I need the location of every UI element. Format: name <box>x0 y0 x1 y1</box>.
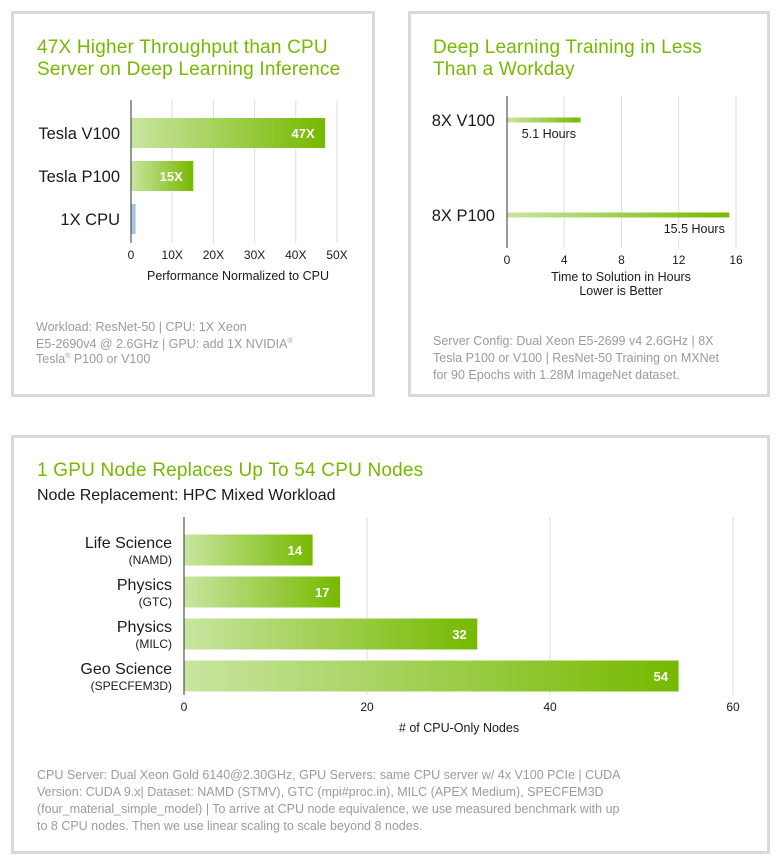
x-tick-label: 60 <box>726 700 740 714</box>
bar <box>184 576 341 608</box>
hpc-note-line2: Version: CUDA 9.x| Dataset: NAMD (STMV),… <box>37 785 604 799</box>
category-label: 8X V100 <box>432 112 495 130</box>
training-panel: Deep Learning Training in Less Than a Wo… <box>408 11 770 397</box>
x-tick-label: 12 <box>672 253 686 267</box>
bar <box>131 161 194 191</box>
training-title-line2: Than a Workday <box>433 59 575 80</box>
hpc-subtitle: Node Replacement: HPC Mixed Workload <box>37 487 336 504</box>
category-label: Physics <box>117 619 172 636</box>
x-tick-label: 0 <box>128 248 135 262</box>
training-note-line3: for 90 Epochs with 1.28M ImageNet datase… <box>433 368 680 382</box>
bar <box>507 212 730 218</box>
category-label: Tesla P100 <box>38 168 120 186</box>
training-note-line1: Server Config: Dual Xeon E5-2699 v4 2.6G… <box>433 334 714 348</box>
x-tick-label: 10X <box>162 248 183 262</box>
data-label: 5.1 Hours <box>522 127 576 141</box>
inference-note-line1: Workload: ResNet-50 | CPU: 1X Xeon <box>36 320 247 334</box>
x-tick-label: 0 <box>504 253 511 267</box>
bar <box>131 204 136 234</box>
category-label: Life Science <box>85 535 172 552</box>
data-label: 14 <box>288 543 303 558</box>
x-tick-label: 20 <box>360 700 374 714</box>
inference-note-line3: Tesla® P100 or V100 <box>36 352 151 367</box>
x-tick-label: 40X <box>285 248 306 262</box>
inference-note-line2: E5-2690v4 @ 2.6GHz | GPU: add 1X NVIDIA® <box>36 337 293 352</box>
x-tick-label: 40 <box>543 700 557 714</box>
x-tick-label: 4 <box>561 253 568 267</box>
x-tick-label: 50X <box>326 248 347 262</box>
x-tick-label: 0 <box>181 700 188 714</box>
category-label: 1X CPU <box>60 211 120 229</box>
training-title-line1: Deep Learning Training in Less <box>433 37 703 58</box>
x-axis-title: Performance Normalized to CPU <box>147 269 329 283</box>
x-axis-title-line1: Time to Solution in Hours <box>551 270 691 284</box>
category-label: Physics <box>117 577 172 594</box>
data-label: 47X <box>291 126 314 141</box>
bar <box>184 660 679 692</box>
data-label: 15X <box>160 169 183 184</box>
category-sublabel: (NAMD) <box>129 553 172 567</box>
category-label: Tesla V100 <box>38 125 120 143</box>
training-note-line2: Tesla P100 or V100 | ResNet-50 Training … <box>433 351 720 365</box>
data-label: 32 <box>452 627 466 642</box>
x-tick-label: 30X <box>244 248 265 262</box>
bar <box>507 117 581 123</box>
category-sublabel: (GTC) <box>139 595 172 609</box>
bar <box>184 534 313 566</box>
data-label: 54 <box>654 669 669 684</box>
hpc-note-line1: CPU Server: Dual Xeon Gold 6140@2.30GHz,… <box>37 768 621 782</box>
category-sublabel: (SPECFEM3D) <box>91 679 172 693</box>
inference-panel: 47X Higher Throughput than CPU Server on… <box>11 11 375 397</box>
x-axis-title: # of CPU-Only Nodes <box>399 721 519 735</box>
hpc-title: 1 GPU Node Replaces Up To 54 CPU Nodes <box>37 460 424 481</box>
x-tick-label: 16 <box>729 253 743 267</box>
bar <box>184 618 478 650</box>
category-sublabel: (MILC) <box>135 637 172 651</box>
hpc-note-line4: to 8 CPU nodes. Then we use linear scali… <box>37 819 423 833</box>
x-tick-label: 8 <box>618 253 625 267</box>
data-label: 15.5 Hours <box>664 222 725 236</box>
inference-title-line1: 47X Higher Throughput than CPU <box>37 37 328 58</box>
bar <box>131 118 326 148</box>
category-label: Geo Science <box>80 661 172 678</box>
inference-title-line2: Server on Deep Learning Inference <box>37 59 341 80</box>
x-axis-title-line2: Lower is Better <box>579 284 662 298</box>
hpc-note-line3: (four_material_simple_model) | To arrive… <box>37 802 620 816</box>
x-tick-label: 20X <box>203 248 224 262</box>
category-label: 8X P100 <box>432 207 495 225</box>
data-label: 17 <box>315 585 329 600</box>
